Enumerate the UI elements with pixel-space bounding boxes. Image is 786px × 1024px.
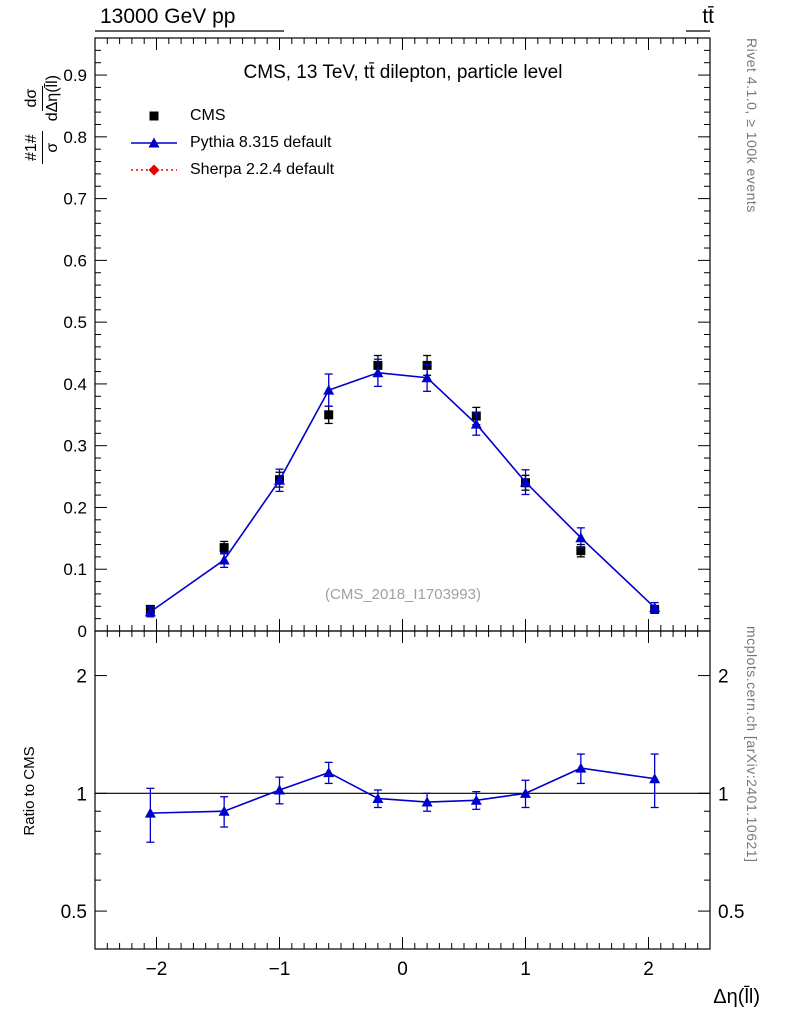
ratio-marker	[144, 807, 156, 818]
ratio-line	[150, 767, 655, 814]
cms-marker	[576, 546, 586, 556]
ratio-y-axis-label: Ratio to CMS	[21, 746, 38, 836]
legend-marker-diamond-icon	[131, 164, 177, 175]
process-label: tt̄	[702, 5, 714, 28]
ratio-tick-label-left: 2	[76, 667, 87, 688]
ratio-frame	[94, 630, 711, 950]
rivet-version-label: Rivet 4.1.0, ≥ 100k events	[744, 38, 760, 213]
pythia-marker	[649, 602, 661, 613]
pythia-marker	[274, 474, 285, 485]
cms-marker	[324, 410, 334, 420]
ratio-marker	[421, 796, 433, 807]
pythia-marker	[421, 372, 433, 383]
tick-label: 0.2	[63, 498, 87, 517]
ratio-tick-label-right: 0.5	[718, 902, 744, 923]
pythia-line	[149, 371, 656, 613]
ratio-tick-label-left: 1	[76, 784, 87, 805]
tick-label: 0	[78, 622, 87, 641]
x-tick-label: 1	[520, 959, 531, 980]
ylabel-numerator-1: #1#	[22, 131, 43, 164]
ylabel-denominator-deta: dΔη(l̄l)	[43, 75, 61, 122]
ratio-marker	[323, 767, 335, 778]
pythia-marker	[575, 532, 587, 543]
pythia-marker	[470, 418, 482, 429]
legend-marker-glyph	[149, 111, 159, 120]
x-tick-label: −2	[146, 959, 168, 980]
ratio-tick-label-right: 1	[718, 784, 729, 805]
ylabel-fraction-one-over-sigma: #1# σ	[22, 131, 61, 164]
tick-label: 0.7	[63, 190, 87, 209]
pythia-marker	[520, 476, 531, 487]
ratio-marker	[649, 773, 661, 784]
pythia-marker	[372, 367, 384, 378]
pythia-marker	[323, 384, 335, 395]
x-axis-label: Δη(l̄l)	[713, 986, 760, 1008]
ratio-marker	[372, 793, 384, 804]
ratio-tick-label-right: 2	[718, 667, 729, 688]
pythia-marker	[218, 554, 230, 565]
tick-label: 0.6	[63, 251, 87, 270]
ratio-marker	[575, 762, 587, 773]
ylabel-fraction-dsigma: dσ dΔη(l̄l)	[22, 72, 61, 124]
legend-label: Pythia 8.315 default	[190, 133, 332, 151]
ylabel-numerator-dsigma: dσ	[22, 85, 43, 111]
main-y-axis-label: #1# σ dσ dΔη(l̄l)	[12, 38, 72, 198]
x-tick-label: 2	[643, 959, 654, 980]
beam-energy-label: 13000 GeV pp	[100, 5, 236, 28]
tick-label: 0.1	[63, 560, 87, 579]
legend-marker-triangle-icon	[131, 137, 177, 147]
ratio-marker	[218, 805, 230, 816]
legend-item: Pythia 8.315 default	[128, 129, 334, 156]
legend-item: CMS	[128, 102, 334, 129]
tick-label: 0.8	[63, 128, 87, 147]
legend-label: Sherpa 2.2.4 default	[190, 160, 335, 178]
legend: CMS Pythia 8.315 default Sherpa 2.2.4 defa…	[128, 102, 334, 183]
tick-label: 0.5	[63, 313, 87, 332]
legend-label: CMS	[190, 106, 226, 124]
legend-marker-glyph	[148, 164, 160, 175]
cms-marker	[219, 543, 229, 553]
tick-label: 0.4	[63, 375, 87, 394]
ratio-marker	[470, 794, 482, 805]
legend-marker-glyph	[148, 137, 160, 147]
pythia-marker	[144, 606, 156, 617]
ratio-marker	[274, 784, 285, 795]
legend-marker-square-icon	[149, 111, 159, 120]
tick-label: 0.3	[63, 437, 87, 456]
ylabel-denominator-sigma: σ	[43, 142, 61, 153]
x-tick-label: −1	[269, 959, 291, 980]
mcplots-reference-label: mcplots.cern.ch [arXiv:2401.10621]	[744, 626, 760, 863]
plot-title: CMS, 13 TeV, tt̄ dilepton, particle leve…	[243, 62, 563, 83]
analysis-watermark: (CMS_2018_I1703993)	[325, 586, 481, 603]
ratio-marker	[520, 787, 531, 798]
ratio-tick-label-left: 0.5	[61, 902, 87, 923]
legend-item: Sherpa 2.2.4 default	[128, 156, 334, 183]
tick-label: 0.9	[63, 66, 87, 85]
x-tick-label: 0	[397, 959, 408, 980]
